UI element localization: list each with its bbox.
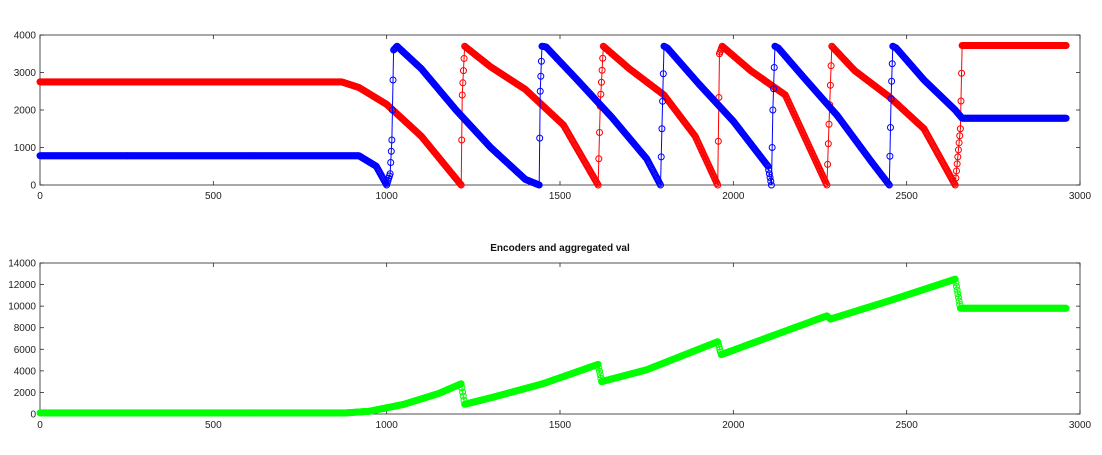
chart-title: Encoders and aggregated val (490, 243, 630, 254)
data-point (457, 180, 465, 188)
x-tick-label: 2000 (722, 191, 745, 202)
data-point (457, 380, 465, 388)
y-tick-label: 14000 (8, 259, 36, 270)
chart-panel-1: 0 500 1000 1500 2000 2500 3000 0 1000 2000 3000 400… (14, 31, 1092, 203)
y-tick-label: 4000 (14, 366, 37, 377)
data-point (594, 360, 602, 368)
data-point (764, 162, 772, 170)
x-tick-label: 1500 (549, 191, 572, 202)
y-tick-label: 0 (30, 181, 36, 192)
y-tick-label: 4000 (14, 31, 37, 42)
series-1 (36, 275, 1070, 417)
series-line (40, 45, 1067, 187)
data-point (596, 367, 604, 375)
data-point (884, 179, 892, 187)
x-tick-label: 500 (205, 420, 222, 431)
x-tick-label: 1000 (376, 191, 399, 202)
y-tick-label: 2000 (14, 388, 37, 399)
series-2 (36, 42, 1070, 189)
y-tick-label: 12000 (8, 280, 36, 291)
chart-panel-2: 0 500 1000 1500 2000 2500 3000 0 2000 4000 6000 800… (8, 243, 1091, 431)
series-1 (36, 42, 1070, 189)
x-tick-label: 0 (37, 420, 43, 431)
x-tick-label: 500 (205, 191, 222, 202)
x-tick-label: 1000 (376, 420, 399, 431)
x-tick-label: 2500 (896, 191, 919, 202)
x-tick-label: 0 (37, 191, 43, 202)
data-point (766, 174, 774, 181)
y-tick-label: 10000 (8, 302, 36, 313)
x-tick-label: 2000 (722, 420, 745, 431)
data-point (765, 170, 773, 178)
x-tick-label: 1500 (549, 420, 572, 431)
plot-frame (39, 262, 1081, 415)
y-tick-label: 0 (30, 410, 36, 421)
data-point (763, 161, 771, 169)
data-point (767, 177, 775, 185)
y-tick-label: 2000 (14, 106, 37, 117)
y-tick-label: 1000 (14, 143, 37, 154)
data-point (596, 371, 604, 379)
y-tick-label: 6000 (14, 345, 37, 356)
y-tick-label: 3000 (14, 68, 37, 79)
data-point (595, 364, 603, 372)
series-line (40, 45, 1067, 187)
x-tick-label: 2500 (896, 420, 919, 431)
data-point (456, 179, 464, 187)
x-tick-label: 3000 (1069, 420, 1092, 431)
y-tick-label: 8000 (14, 323, 37, 334)
data-point (885, 180, 893, 188)
x-tick-label: 3000 (1069, 191, 1092, 202)
